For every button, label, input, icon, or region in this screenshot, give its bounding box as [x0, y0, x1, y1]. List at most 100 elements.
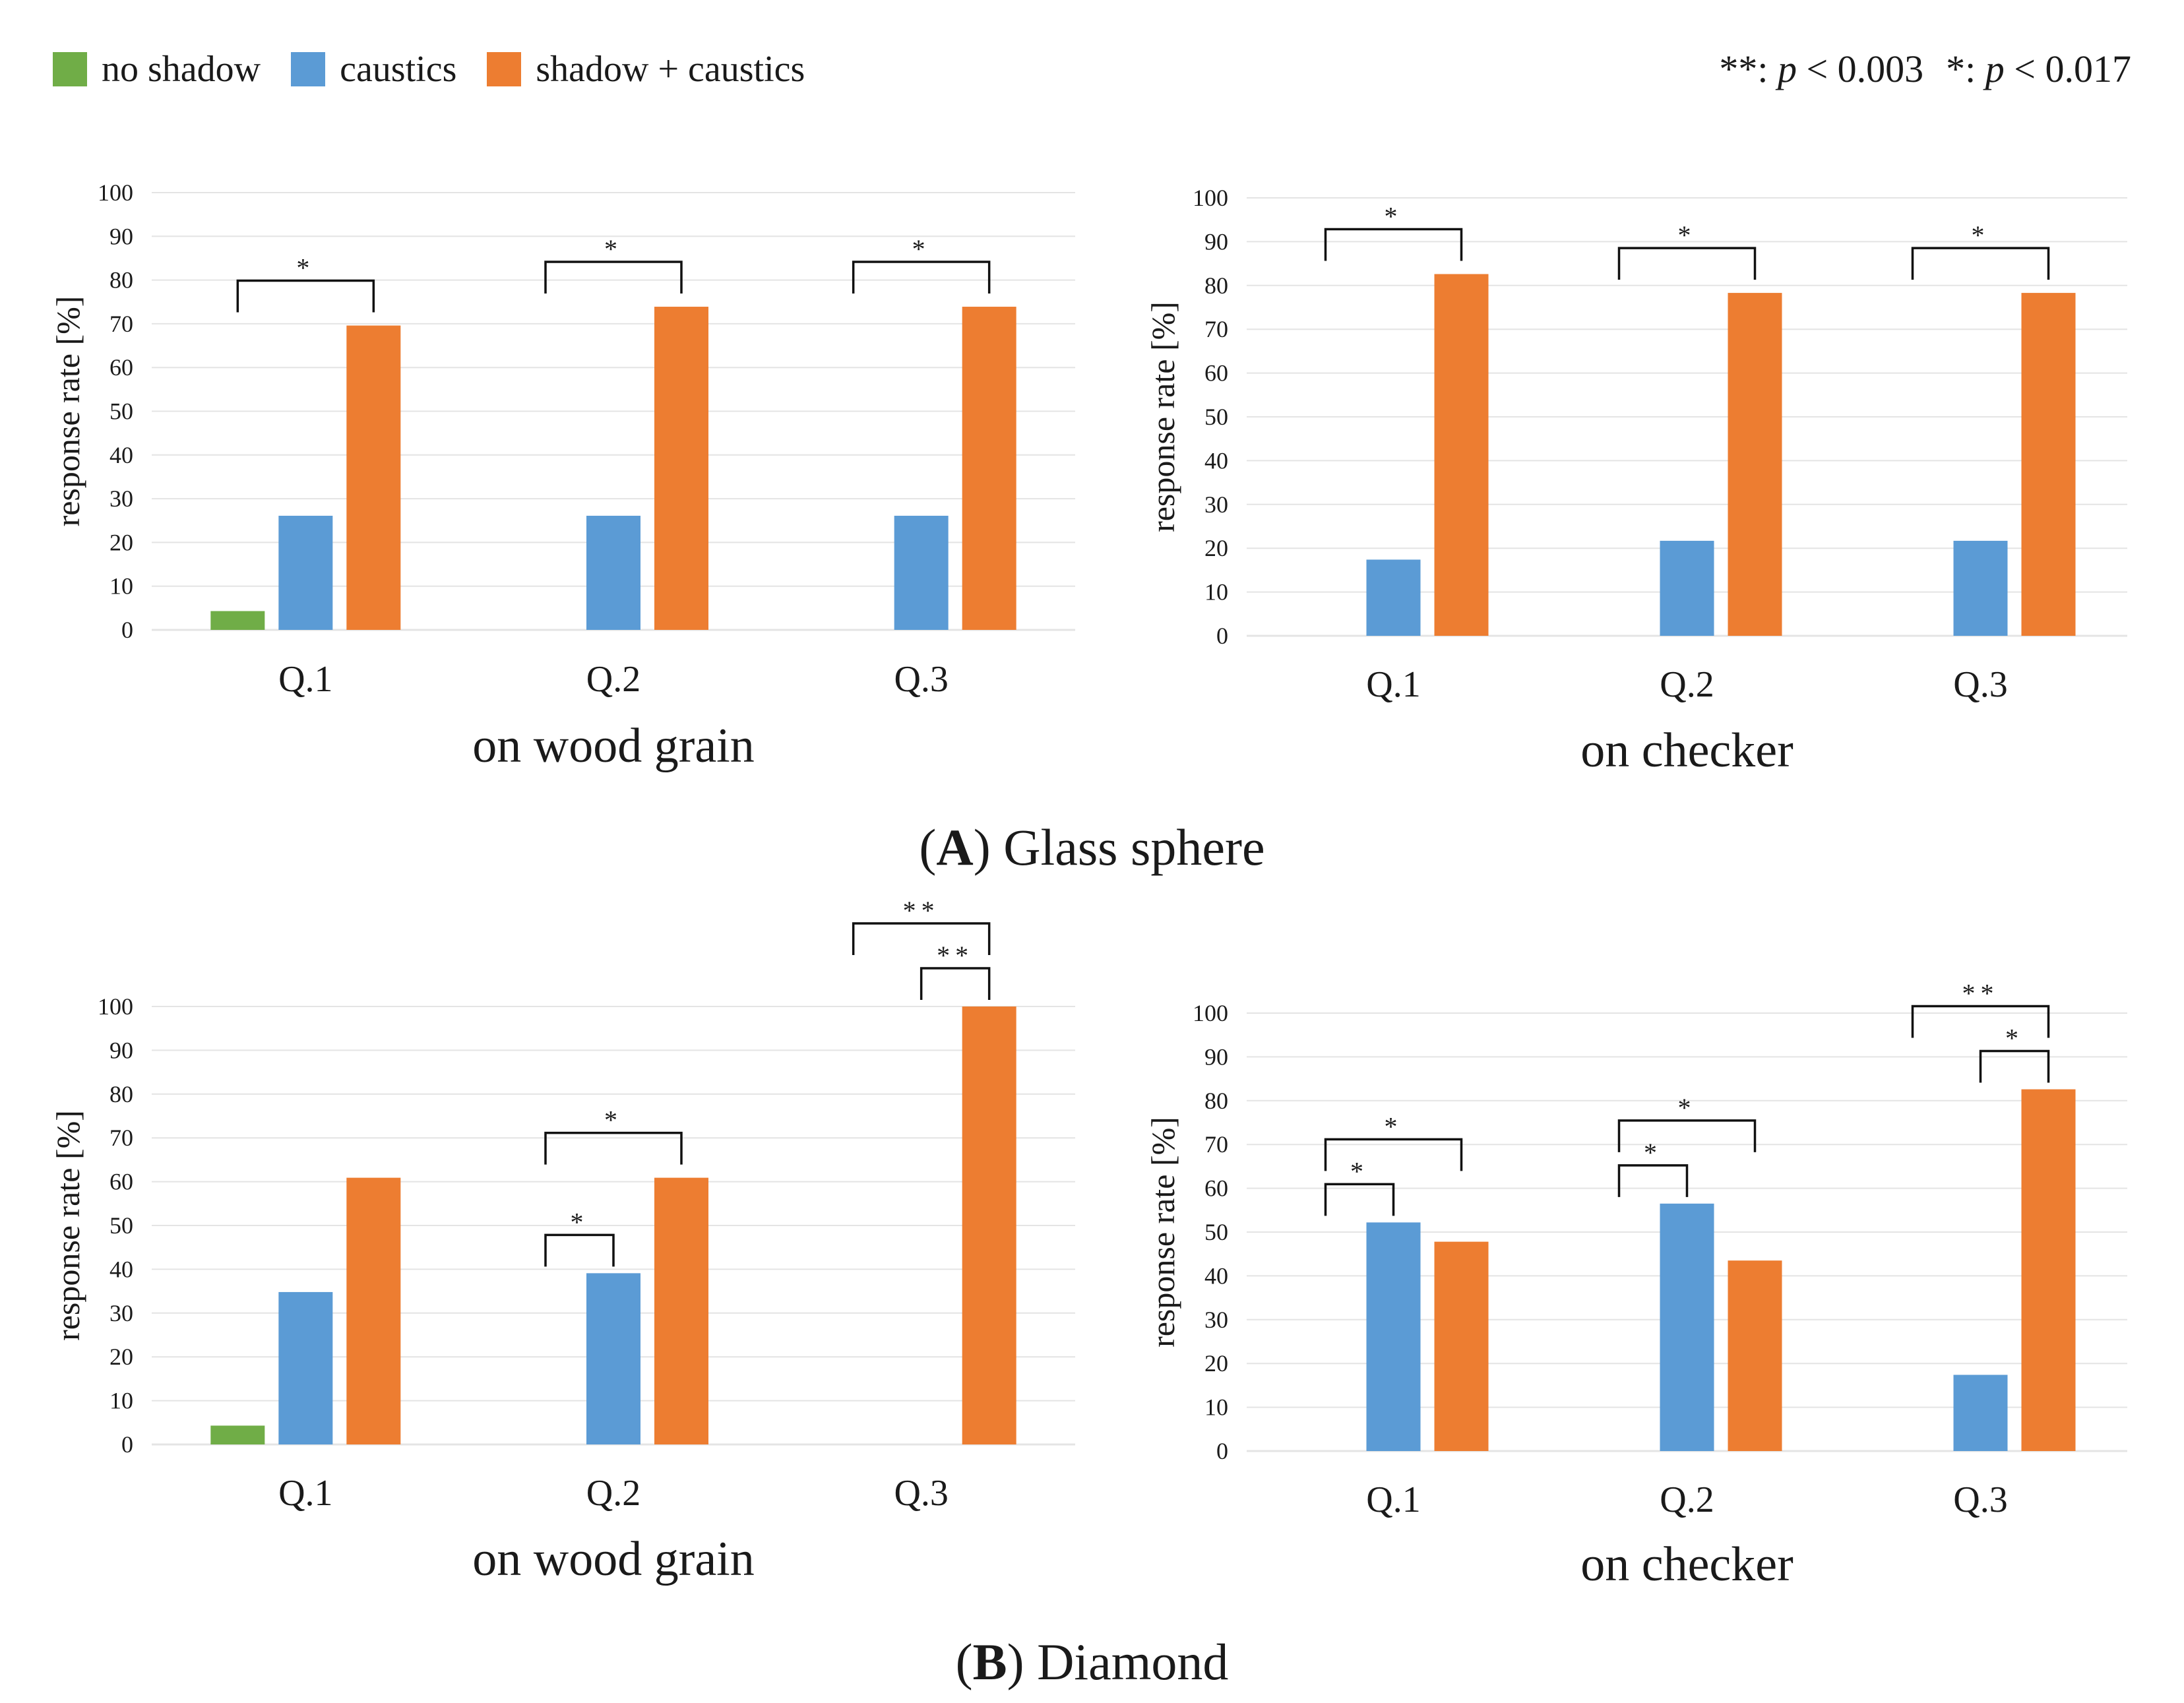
y-tick-label: 70 — [1204, 1131, 1228, 1158]
significance-marker: * — [604, 1105, 623, 1135]
significance-marker: * — [1678, 1093, 1697, 1123]
significance-marker: ** — [937, 941, 974, 970]
significance-marker: ** — [1962, 979, 1999, 1008]
y-tick-label: 100 — [1193, 1000, 1228, 1026]
significance-marker: * — [1385, 202, 1403, 232]
y-axis-label: response rate [%] — [1144, 1117, 1181, 1347]
x-category-label: Q.2 — [1660, 664, 1714, 705]
y-axis-label: response rate [%] — [49, 1110, 86, 1341]
x-category-label: Q.3 — [894, 659, 948, 700]
bar — [1434, 1241, 1489, 1451]
caption-glass-sphere: (A) Glass sphere — [919, 819, 1265, 876]
significance-marker: ** — [903, 896, 940, 925]
significance-bracket — [544, 261, 683, 294]
y-tick-label: 40 — [109, 1256, 133, 1282]
legend-label-caustics: caustics — [340, 49, 457, 90]
y-tick-label: 90 — [109, 1037, 133, 1063]
sig-single-threshold: < 0.017 — [2004, 47, 2131, 90]
y-tick-label: 60 — [1204, 1175, 1228, 1202]
sig-single-var: p — [1985, 47, 2005, 90]
y-tick-label: 20 — [109, 529, 133, 555]
significance-marker: * — [571, 1207, 589, 1237]
legend-label-shadow-caustics: shadow + caustics — [536, 49, 805, 90]
y-axis-label: response rate [%] — [49, 296, 86, 527]
significance-bracket — [236, 279, 375, 313]
significance-bracket — [1324, 1183, 1395, 1216]
bar — [278, 1291, 333, 1444]
sig-double-sep: : — [1757, 47, 1778, 90]
legend-item-shadow-caustics: shadow + caustics — [487, 48, 805, 90]
y-tick-label: 100 — [98, 179, 133, 206]
y-tick-label: 50 — [109, 398, 133, 425]
y-tick-label: 100 — [1193, 185, 1228, 211]
y-tick-label: 10 — [109, 573, 133, 600]
significance-marker: * — [296, 253, 315, 283]
significance-bracket — [1617, 247, 1757, 280]
bar — [2021, 293, 2076, 636]
y-tick-label: 60 — [1204, 360, 1228, 387]
y-tick-label: 60 — [109, 354, 133, 381]
significance-bracket — [1911, 247, 2050, 280]
significance-bracket — [920, 967, 991, 1000]
legend: no shadow caustics shadow + caustics — [53, 46, 835, 92]
legend-item-no-shadow: no shadow — [53, 48, 261, 90]
sig-single-sep: : — [1965, 47, 1985, 90]
y-tick-label: 80 — [1204, 272, 1228, 299]
significance-marker: * — [1350, 1156, 1369, 1186]
caption-b-letter: B — [972, 1633, 1007, 1690]
x-category-label: Q.1 — [278, 659, 332, 700]
y-tick-label: 90 — [1204, 1043, 1228, 1070]
x-category-label: Q.1 — [1366, 1479, 1420, 1520]
bar — [1366, 559, 1421, 636]
y-tick-label: 70 — [109, 311, 133, 337]
y-tick-label: 30 — [1204, 491, 1228, 518]
y-tick-label: 50 — [1204, 404, 1228, 430]
legend-swatch-shadow-caustics — [487, 52, 522, 86]
x-category-label: Q.2 — [586, 659, 640, 700]
significance-bracket — [544, 1233, 615, 1267]
bar — [210, 611, 265, 630]
significance-bracket — [1617, 1119, 1757, 1152]
bar — [586, 1273, 640, 1444]
y-tick-label: 70 — [109, 1125, 133, 1151]
y-axis-label: response rate [%] — [1144, 301, 1181, 532]
significance-bracket — [1324, 1138, 1463, 1171]
x-category-label: Q.2 — [1660, 1479, 1714, 1520]
legend-swatch-caustics — [291, 52, 326, 86]
bar — [962, 307, 1016, 630]
significance-marker: * — [1678, 220, 1697, 250]
chart-a-checker: 0 10 20 30 40 50 60 70 80 90 100 response rate [%] Q… — [1144, 185, 2127, 778]
bar — [1434, 274, 1489, 636]
significance-bracket — [1617, 1164, 1689, 1197]
y-tick-label: 60 — [109, 1169, 133, 1195]
significance-bracket — [1911, 1005, 2050, 1038]
legend-item-caustics: caustics — [291, 48, 456, 90]
significance-marker: * — [1644, 1138, 1662, 1167]
y-tick-label: 20 — [109, 1344, 133, 1370]
x-category-label: Q.3 — [1953, 1479, 2007, 1520]
sig-double-threshold: < 0.003 — [1796, 47, 1924, 90]
chart-subtitle: on checker — [1580, 724, 1794, 778]
bar — [1728, 293, 1782, 636]
significance-marker: * — [912, 234, 931, 264]
significance-bracket — [852, 261, 991, 294]
significance-marker: * — [2005, 1024, 2024, 1053]
bar — [1953, 540, 2008, 636]
y-tick-label: 10 — [1204, 1394, 1228, 1421]
bar — [962, 1006, 1016, 1444]
y-tick-label: 10 — [109, 1388, 133, 1414]
bar — [346, 325, 401, 630]
y-tick-label: 80 — [109, 1081, 133, 1107]
chart-b-wood-grain: 0 10 20 30 40 50 60 70 80 90 100 response rate [%] Q… — [49, 896, 1075, 1586]
caption-a-letter: A — [936, 819, 974, 876]
legend-swatch-no-shadow — [53, 52, 87, 86]
sig-double-var: p — [1777, 47, 1797, 90]
significance-bracket — [1324, 228, 1463, 261]
significance-bracket — [544, 1131, 683, 1165]
bar — [654, 1177, 708, 1444]
y-tick-label: 10 — [1204, 579, 1228, 605]
bar — [1660, 1203, 1714, 1451]
y-tick-label: 100 — [98, 993, 133, 1020]
caption-b-text: Diamond — [1024, 1633, 1229, 1690]
bar — [1366, 1222, 1421, 1451]
